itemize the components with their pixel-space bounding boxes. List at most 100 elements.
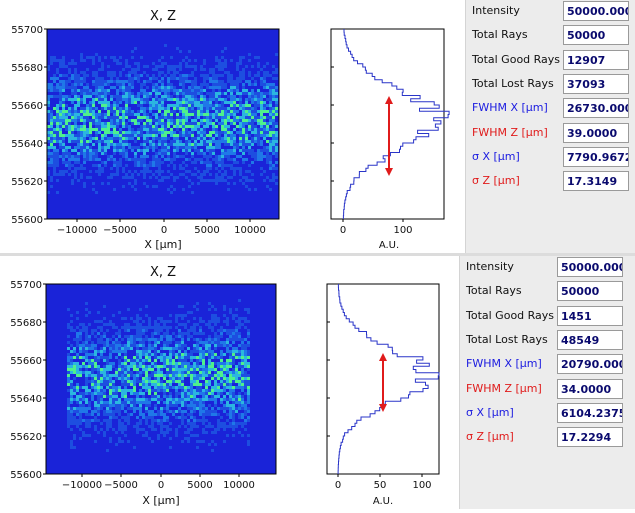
stat-row: σ X [μm] 6104.2375 [460, 402, 635, 426]
y-tick-label: 55700 [11, 25, 43, 36]
stat-value-field[interactable]: 6104.2375 [557, 402, 623, 423]
stat-row: Total Rays 50000 [466, 24, 635, 48]
y-tick-label: 55680 [10, 318, 42, 329]
y-tick-label: 55600 [10, 470, 42, 481]
stat-value-field[interactable]: 34.0000 [557, 378, 623, 399]
stat-row: Intensity 50000.000 [460, 256, 635, 280]
stat-label: Total Good Rays [472, 52, 561, 66]
fwhm-arrow [379, 353, 387, 412]
x-tick-label: −10000 [62, 480, 102, 491]
hist-tick-label: 0 [340, 225, 346, 236]
y-tick-label: 55640 [10, 394, 42, 405]
histogram-x-ticks: 0 50 100 [335, 480, 432, 491]
hist-axis-label: A.U. [379, 240, 399, 251]
plot-panel-bottom: X, Z 55700 55680 55660 55640 55620 55600 [0, 256, 635, 509]
stat-row: σ X [μm] 7790.9672 [466, 146, 635, 170]
stat-value-field[interactable]: 26730.0000 [563, 98, 629, 119]
stat-label: σ Z [μm] [472, 174, 520, 188]
stat-value-field[interactable]: 48549 [557, 329, 623, 350]
x-tick-label: −5000 [103, 225, 137, 236]
x-tick-label: −10000 [57, 225, 97, 236]
stat-value-field[interactable]: 17.3149 [563, 171, 629, 192]
y-tick-label: 55640 [11, 139, 43, 150]
stat-label: FWHM X [μm] [472, 101, 548, 115]
stat-value-field[interactable]: 39.0000 [563, 122, 629, 143]
heatmap-x-ticks: −10000 −5000 0 5000 10000 [57, 225, 266, 236]
stat-row: Total Good Rays 1451 [460, 305, 635, 329]
stat-value-field[interactable]: 50000.000 [563, 1, 629, 21]
stat-value-field[interactable]: 50000 [563, 25, 629, 46]
stats-panel-bottom: Intensity 50000.000 Total Rays 50000 Total G… [459, 256, 635, 509]
stat-row: Total Lost Rays 48549 [460, 329, 635, 353]
stat-label: Total Lost Rays [466, 332, 548, 346]
hist-tick-label: 100 [393, 225, 412, 236]
hist-tick-label: 50 [374, 480, 387, 491]
stat-row: Total Good Rays 12907 [466, 49, 635, 73]
histogram-x-ticks: 0 100 [340, 225, 413, 236]
stat-value-field[interactable]: 20790.0000 [557, 354, 623, 375]
stat-value-field[interactable]: 50000 [557, 281, 623, 302]
hist-tick-label: 0 [335, 480, 341, 491]
stat-label: σ X [μm] [472, 149, 520, 163]
panel-separator [0, 253, 635, 256]
stat-row: FWHM Z [μm] 34.0000 [460, 378, 635, 402]
stat-row: Intensity 50000.000 [466, 0, 635, 24]
stat-label: Total Lost Rays [472, 76, 554, 90]
stat-row: Total Lost Rays 37093 [466, 73, 635, 97]
stat-value-field[interactable]: 12907 [563, 49, 629, 70]
y-tick-label: 55600 [11, 215, 43, 226]
x-axis-label: X [μm] [144, 238, 181, 251]
y-tick-label: 55620 [11, 177, 43, 188]
stat-label: Total Rays [466, 284, 522, 298]
stat-row: σ Z [μm] 17.2294 [460, 426, 635, 450]
stat-value-field[interactable]: 7790.9672 [563, 146, 629, 167]
stat-label: FWHM Z [μm] [466, 381, 542, 395]
stat-label: FWHM X [μm] [466, 357, 542, 371]
x-tick-label: 5000 [187, 480, 212, 491]
stat-value-field[interactable]: 37093 [563, 73, 629, 94]
heatmap-cells [47, 44, 278, 194]
fwhm-arrow [385, 96, 393, 176]
x-tick-label: 0 [158, 480, 164, 491]
x-tick-label: 0 [161, 225, 167, 236]
x-tick-label: 10000 [223, 480, 255, 491]
plots-svg-bottom: X, Z 55700 55680 55660 55640 55620 55600 [10, 265, 440, 507]
hist-axis-label: A.U. [373, 496, 393, 507]
x-axis-label: X [μm] [142, 494, 179, 507]
x-tick-label: 10000 [234, 225, 266, 236]
histogram-line [337, 284, 440, 474]
stat-label: Intensity [466, 260, 514, 273]
hist-tick-label: 100 [412, 480, 431, 491]
stat-row: FWHM Z [μm] 39.0000 [466, 122, 635, 146]
plot-panel-top: X, Z 55700 55680 55660 55640 55620 55600 [0, 0, 635, 253]
stats-panel-top: Intensity 50000.000 Total Rays 50000 Total G… [465, 0, 635, 253]
stat-row: FWHM X [μm] 20790.0000 [460, 353, 635, 377]
heatmap-x-ticks: −10000 −5000 0 5000 10000 [62, 480, 255, 491]
stat-row: Total Rays 50000 [460, 280, 635, 304]
stat-label: σ X [μm] [466, 405, 514, 419]
plots-svg-top: X, Z 55700 55680 55660 55640 55620 55600 [11, 9, 450, 251]
y-tick-label: 55660 [10, 356, 42, 367]
stat-label: σ Z [μm] [466, 430, 514, 444]
y-tick-label: 55660 [11, 101, 43, 112]
stat-label: Intensity [472, 4, 520, 17]
stat-row: σ Z [μm] 17.3149 [466, 170, 635, 194]
heatmap-y-ticks: 55700 55680 55660 55640 55620 55600 [11, 25, 43, 226]
stat-label: FWHM Z [μm] [472, 125, 548, 139]
y-tick-label: 55700 [10, 280, 42, 291]
y-tick-label: 55680 [11, 63, 43, 74]
heatmap-title: X, Z [150, 9, 176, 24]
histogram-line [342, 29, 450, 219]
y-tick-label: 55620 [10, 432, 42, 443]
stat-row: FWHM X [μm] 26730.0000 [466, 97, 635, 121]
stat-label: Total Rays [472, 28, 528, 42]
plots-area-bottom: X, Z 55700 55680 55660 55640 55620 55600 [0, 256, 459, 509]
heatmap-cells [67, 299, 250, 452]
x-tick-label: 5000 [194, 225, 219, 236]
stat-value-field[interactable]: 17.2294 [557, 427, 623, 448]
heatmap-title: X, Z [150, 265, 176, 280]
stat-label: Total Good Rays [466, 308, 555, 322]
stat-value-field[interactable]: 1451 [557, 305, 623, 326]
plots-area-top: X, Z 55700 55680 55660 55640 55620 55600 [0, 0, 459, 253]
stat-value-field[interactable]: 50000.000 [557, 257, 623, 277]
